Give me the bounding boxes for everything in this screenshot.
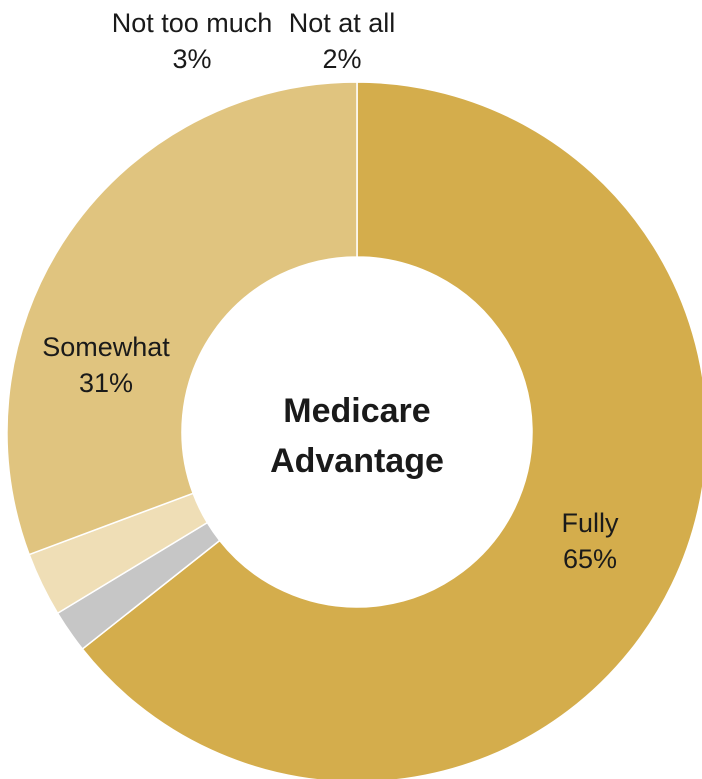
slice-value-somewhat: 31% [79,368,133,398]
slice-value-not-at-all: 2% [322,44,361,74]
slice-value-fully: 65% [563,544,617,574]
slice-label-somewhat: Somewhat [42,332,170,362]
slice-fully [81,81,702,779]
donut-slices [6,81,702,779]
slice-value-not-too-much: 3% [172,44,211,74]
center-label-line-2: Advantage [270,442,444,480]
slice-label-not-at-all: Not at all [289,8,396,38]
slice-labels: Fully 65% Not at all 2% Not too much 3% Somewh… [42,8,619,574]
slice-label-fully: Fully [561,508,619,538]
slice-somewhat [6,81,358,556]
slice-label-not-too-much: Not too much [112,8,273,38]
center-label-line-1: Medicare [283,392,430,430]
